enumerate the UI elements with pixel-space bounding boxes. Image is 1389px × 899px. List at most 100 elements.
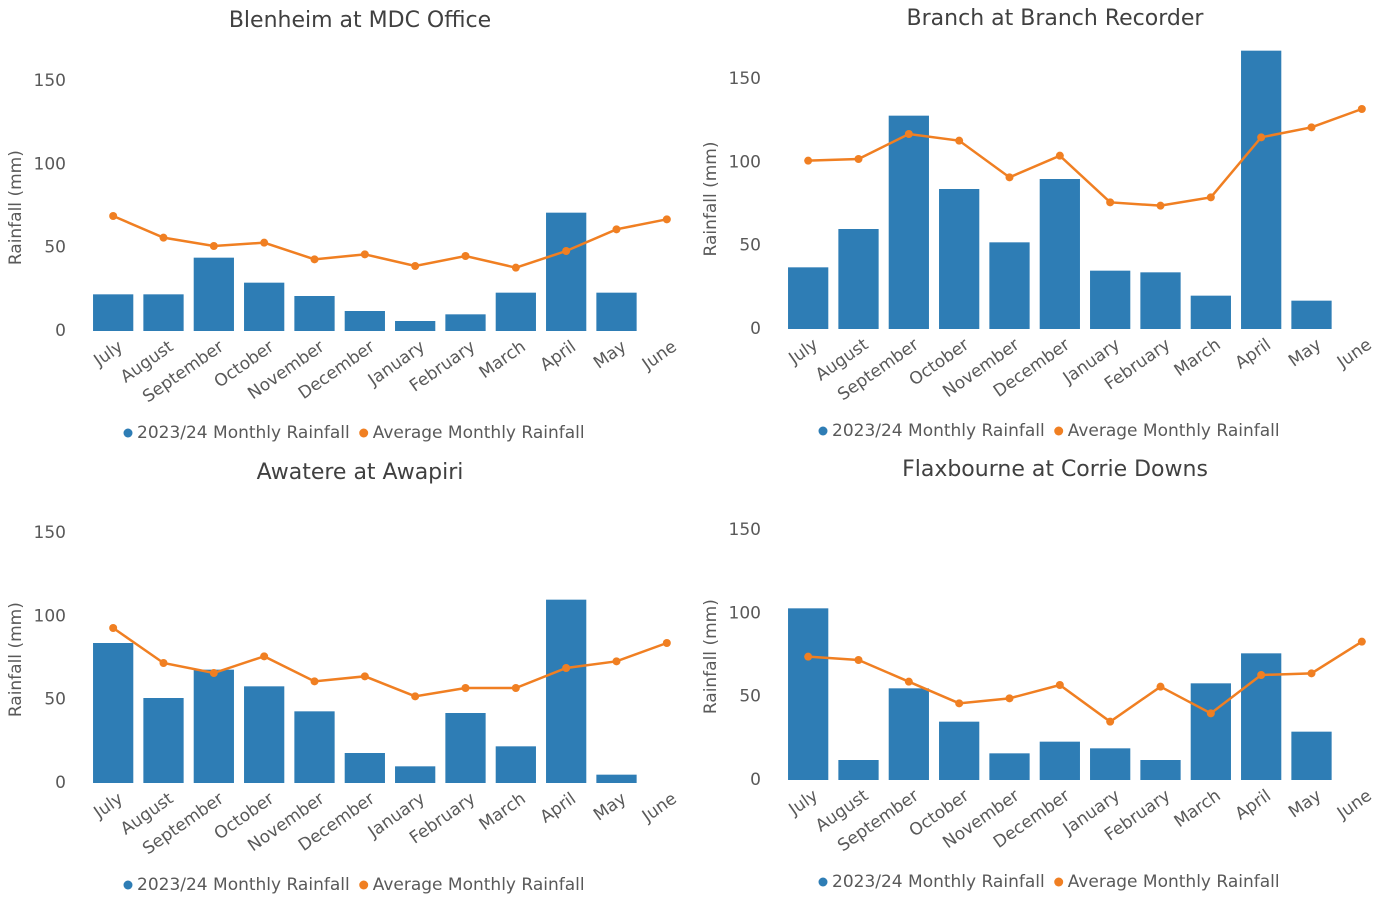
chart-panel: Awatere at Awapiri Rainfall (mm) 0 50 100 150…: [6, 460, 681, 895]
bar: [1291, 731, 1332, 780]
legend-label: Average Monthly Rainfall: [373, 875, 585, 895]
line-point: [804, 652, 813, 661]
line-point: [360, 672, 369, 681]
line-point: [904, 677, 913, 686]
line-point: [159, 659, 168, 667]
line-point: [310, 255, 319, 264]
line: [112, 214, 668, 269]
bar: [294, 711, 335, 783]
y-tick-label: 100: [729, 152, 761, 172]
y-tick-label: 150: [729, 520, 761, 540]
bar: [1140, 760, 1181, 780]
y-tick-label: 150: [34, 523, 66, 543]
bar: [596, 292, 637, 331]
y-tick-label: 50: [44, 690, 66, 710]
bar: [939, 721, 980, 780]
line-point: [662, 215, 671, 224]
x-tick-label: May: [1285, 786, 1325, 823]
legend-marker: [1054, 426, 1064, 436]
line-point: [955, 136, 964, 145]
chart-panel: Branch at Branch Recorder Rainfall (mm) 0 5…: [701, 6, 1376, 441]
x-tick-label: March: [476, 789, 530, 835]
y-tick-label: 150: [729, 69, 761, 89]
line-point: [1005, 173, 1014, 182]
line-point: [209, 242, 218, 250]
bar: [143, 294, 184, 331]
line-point: [1307, 669, 1316, 678]
x-tick-label: March: [476, 337, 530, 383]
bar: [193, 257, 234, 331]
y-tick-label: 0: [750, 770, 761, 790]
x-tick-label: June: [638, 789, 681, 827]
chart-title: Blenheim at MDC Office: [229, 8, 491, 33]
x-tick-label: April: [1232, 786, 1275, 825]
bar: [244, 282, 285, 331]
line-point: [1257, 671, 1266, 679]
line-point: [955, 699, 964, 708]
bar: [1039, 179, 1080, 329]
bar: [1190, 295, 1231, 329]
legend-marker: [123, 428, 133, 438]
legend-label: Average Monthly Rainfall: [1068, 872, 1280, 892]
line-point: [209, 669, 218, 677]
line: [808, 107, 1363, 207]
x-tick-label: March: [1171, 786, 1225, 832]
bar: [838, 229, 879, 329]
line-point: [1357, 105, 1366, 113]
legend-label: 2023/24 Monthly Rainfall: [832, 421, 1045, 441]
line-point: [159, 233, 168, 242]
line-point: [1156, 201, 1165, 210]
line-point: [904, 130, 913, 138]
line-point: [1055, 151, 1064, 160]
bar: [989, 242, 1030, 329]
line-point: [1106, 717, 1115, 726]
bar: [344, 753, 385, 783]
line-point: [360, 250, 369, 259]
line-point: [1206, 709, 1215, 718]
bar: [546, 599, 587, 783]
line-point: [1005, 694, 1014, 703]
bar: [939, 189, 980, 329]
line-point: [511, 684, 520, 692]
y-tick-label: 100: [34, 154, 66, 174]
legend-marker: [359, 880, 369, 890]
bar: [1190, 683, 1231, 780]
legend-marker: [123, 880, 133, 890]
x-tick-label: April: [1232, 335, 1275, 374]
bar: [143, 698, 184, 783]
line-point: [562, 247, 571, 255]
bar: [888, 688, 929, 780]
bar: [989, 753, 1030, 780]
y-axis-label: Rainfall (mm): [701, 142, 721, 257]
legend-label: 2023/24 Monthly Rainfall: [137, 423, 350, 443]
y-tick-label: 0: [750, 319, 761, 339]
legend-marker: [1054, 877, 1064, 887]
bar: [193, 669, 234, 783]
bar: [344, 311, 385, 331]
bar: [788, 267, 829, 329]
y-axis-label: Rainfall (mm): [6, 150, 26, 265]
chart-panel: Blenheim at MDC Office Rainfall (mm) 0 50 10…: [6, 8, 681, 443]
bar: [495, 746, 536, 783]
legend-marker: [818, 877, 828, 887]
legend-label: Average Monthly Rainfall: [1068, 421, 1280, 441]
chart-panel: Flaxbourne at Corrie Downs Rainfall (mm) 0…: [701, 457, 1376, 892]
line-point: [804, 156, 813, 165]
line-point: [854, 155, 863, 163]
line-point: [461, 252, 470, 260]
x-tick-label: July: [785, 335, 822, 369]
bar: [596, 774, 637, 783]
bar: [1090, 748, 1131, 780]
y-tick-label: 150: [34, 71, 66, 91]
bar: [1090, 270, 1131, 329]
legend-label: Average Monthly Rainfall: [373, 423, 585, 443]
legend-label: 2023/24 Monthly Rainfall: [137, 875, 350, 895]
line-point: [411, 262, 420, 270]
bar: [395, 321, 436, 331]
y-tick-label: 50: [739, 687, 761, 707]
x-tick-label: June: [638, 337, 681, 375]
line: [808, 640, 1363, 724]
legend-marker: [359, 428, 369, 438]
line-point: [612, 225, 621, 234]
